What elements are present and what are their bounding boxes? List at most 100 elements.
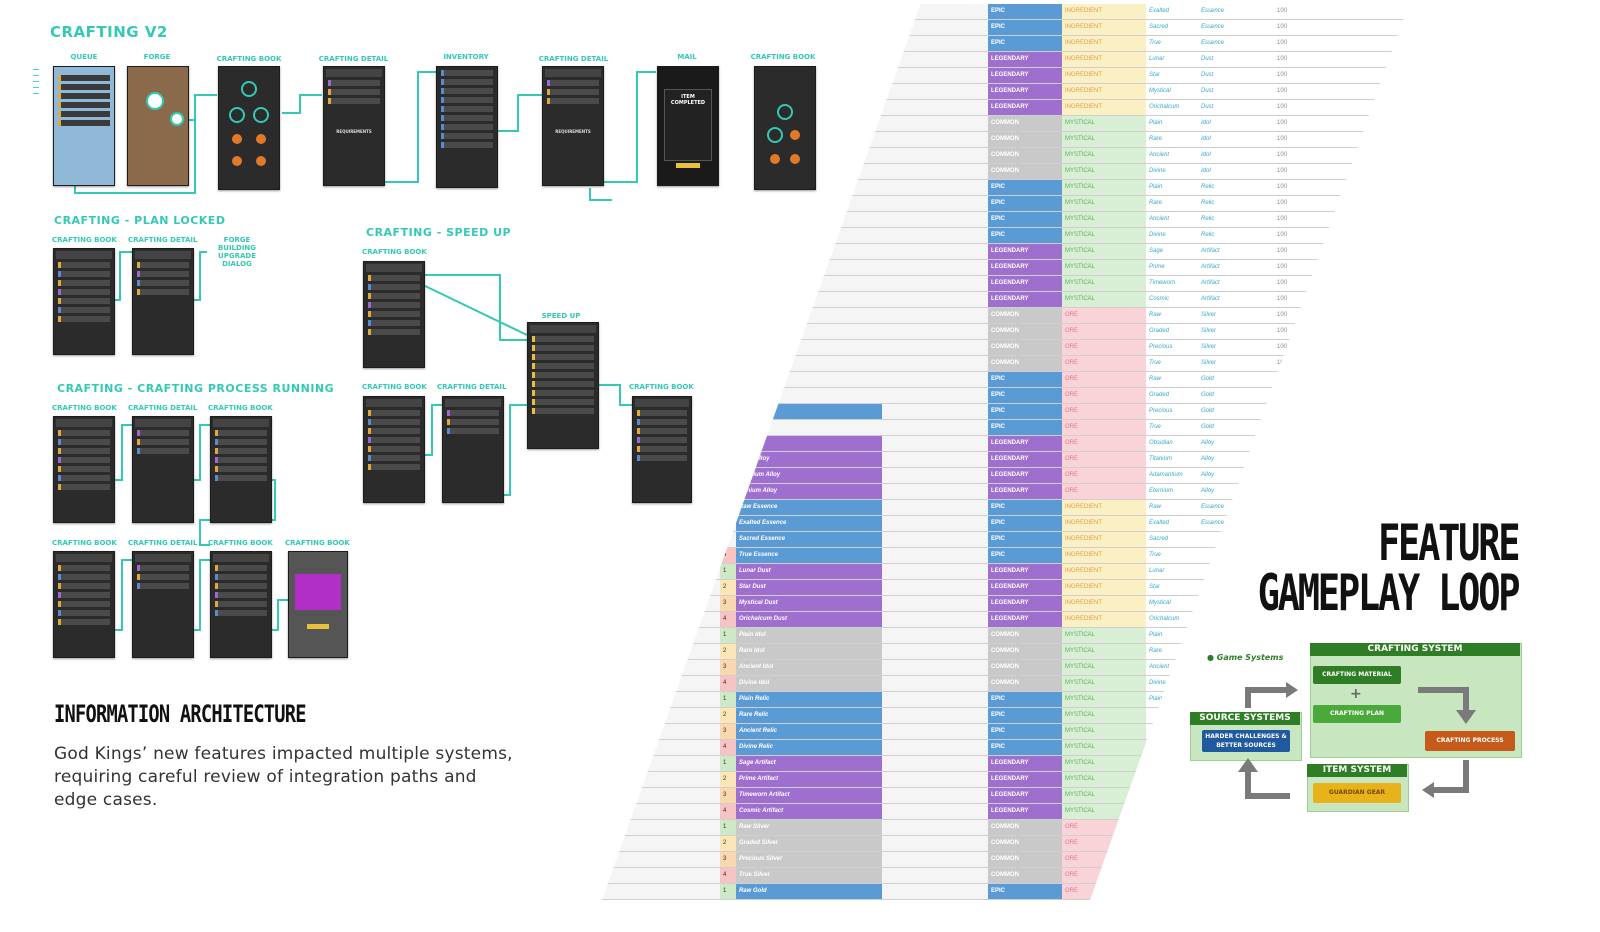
cell-rar: LEGENDARY (988, 452, 1062, 467)
cell-type: INGREDIENT (1062, 84, 1146, 99)
cell-type: INGREDIENT (1062, 532, 1146, 547)
cell-kind: Idol (1198, 148, 1274, 163)
speed-up-screen (527, 322, 599, 449)
cell-name: Divine Idol (736, 676, 882, 691)
cell-blank (882, 276, 988, 291)
item-system-header: ITEM SYSTEM (1307, 764, 1407, 777)
cell-blank (882, 852, 988, 867)
cell-name: Rare Idol (736, 644, 882, 659)
cell-type: MYSTICAL (1062, 708, 1146, 723)
cell-rar: EPIC (988, 900, 1062, 915)
cell-qty: 100 (1274, 116, 1334, 131)
cell-num: 3 (720, 852, 736, 867)
queue-screen (53, 66, 115, 186)
requirements-label: REQUIREMENTS (336, 129, 372, 134)
cell-num: 1 (720, 756, 736, 771)
running-book-screen-3 (53, 551, 115, 658)
cell-type: INGREDIENT (1062, 68, 1146, 83)
cell-qty: 100 (1274, 180, 1334, 195)
cell-idx (602, 868, 720, 883)
cell-rar: EPIC (988, 36, 1062, 51)
cell-num: 1 (720, 884, 736, 899)
cell-sub: True (1146, 548, 1198, 563)
cell-blank (882, 516, 988, 531)
cell-blank (882, 804, 988, 819)
cell-sub: Raw (1146, 308, 1198, 323)
running-label-6: CRAFTING BOOK (208, 539, 273, 547)
cell-rar: LEGENDARY (988, 100, 1062, 115)
cell-rar: COMMON (988, 820, 1062, 835)
cell-qty: 100 (1274, 36, 1334, 51)
cell-name: Orichalcum Dust (736, 612, 882, 627)
cell-kind: Idol (1198, 132, 1274, 147)
running-book-screen-1 (53, 416, 115, 523)
cell-idx (602, 884, 720, 899)
cell-blank (882, 292, 988, 307)
cell-kind: Silver (1198, 340, 1274, 355)
cell-blank (882, 644, 988, 659)
cell-name: Ancient Idol (736, 660, 882, 675)
cell-rar: EPIC (988, 692, 1062, 707)
cell-rar: LEGENDARY (988, 292, 1062, 307)
cell-sub: Precious (1146, 404, 1198, 419)
cell-num: 2 (720, 900, 736, 915)
cell-type: ORE (1062, 436, 1146, 451)
cell-type: INGREDIENT (1062, 580, 1146, 595)
cell-rar: EPIC (988, 404, 1062, 419)
cell-type: MYSTICAL (1062, 692, 1146, 707)
cell-sub: Rare (1146, 196, 1198, 211)
arrow-head-icon (1422, 782, 1434, 798)
cell-type: ORE (1062, 900, 1146, 915)
cell-name: Graded Gold (736, 900, 882, 915)
cell-blank (882, 404, 988, 419)
cell-sub: Exalted (1146, 516, 1198, 531)
cell-kind: Idol (1198, 116, 1274, 131)
running-label-1: CRAFTING BOOK (52, 404, 117, 412)
cell-blank (882, 468, 988, 483)
cell-blank (882, 836, 988, 851)
cell-num: 2 (720, 772, 736, 787)
speed-up-label-book: CRAFTING BOOK (362, 248, 427, 256)
cell-name: Ancient Relic (736, 724, 882, 739)
arrow-head-icon (1456, 710, 1476, 724)
cell-rar: EPIC (988, 180, 1062, 195)
cell-type: MYSTICAL (1062, 724, 1146, 739)
cell-rar: LEGENDARY (988, 52, 1062, 67)
cell-blank (882, 196, 988, 211)
cell-name: Exalted Essence (736, 516, 882, 531)
cell-type: MYSTICAL (1062, 772, 1146, 787)
cell-type: ORE (1062, 324, 1146, 339)
plan-locked-detail-screen (132, 248, 194, 355)
cell-qty: 100 (1274, 4, 1334, 19)
cell-rar: EPIC (988, 196, 1062, 211)
cell-blank (882, 692, 988, 707)
cell-kind: Essence (1198, 20, 1274, 35)
cell-type: MYSTICAL (1062, 244, 1146, 259)
cell-blank (882, 52, 988, 67)
speed-up-book-screen (363, 261, 425, 368)
crafting-plan-pill: CRAFTING PLAN (1313, 705, 1401, 723)
plan-locked-book-screen (53, 248, 115, 355)
cell-blank (882, 324, 988, 339)
speed-up-detail-screen (442, 396, 504, 503)
cell-blank (882, 708, 988, 723)
cell-rar: LEGENDARY (988, 804, 1062, 819)
cell-name: Cosmic Artifact (736, 804, 882, 819)
cell-kind: Essence (1198, 36, 1274, 51)
cell-type: MYSTICAL (1062, 676, 1146, 691)
cell-kind: Gold (1198, 420, 1274, 435)
flow-connectors (74, 71, 656, 631)
information-architecture-title: INFORMATION ARCHITECTURE (54, 700, 307, 728)
cell-name: ternium Alloy (736, 484, 882, 499)
cell-blank (882, 676, 988, 691)
cell-kind: Dust (1198, 84, 1274, 99)
cell-name: Sacred Essence (736, 532, 882, 547)
cell-sub: Sage (1146, 244, 1198, 259)
cell-blank (882, 420, 988, 435)
crafting-book-screen-2 (754, 66, 816, 190)
cell-rar: COMMON (988, 676, 1062, 691)
cell-idx (600, 916, 720, 931)
cell-num: 2 (720, 580, 736, 595)
crafting-v2-title: CRAFTING V2 (50, 23, 168, 41)
cell-sub: Ancient (1146, 148, 1198, 163)
